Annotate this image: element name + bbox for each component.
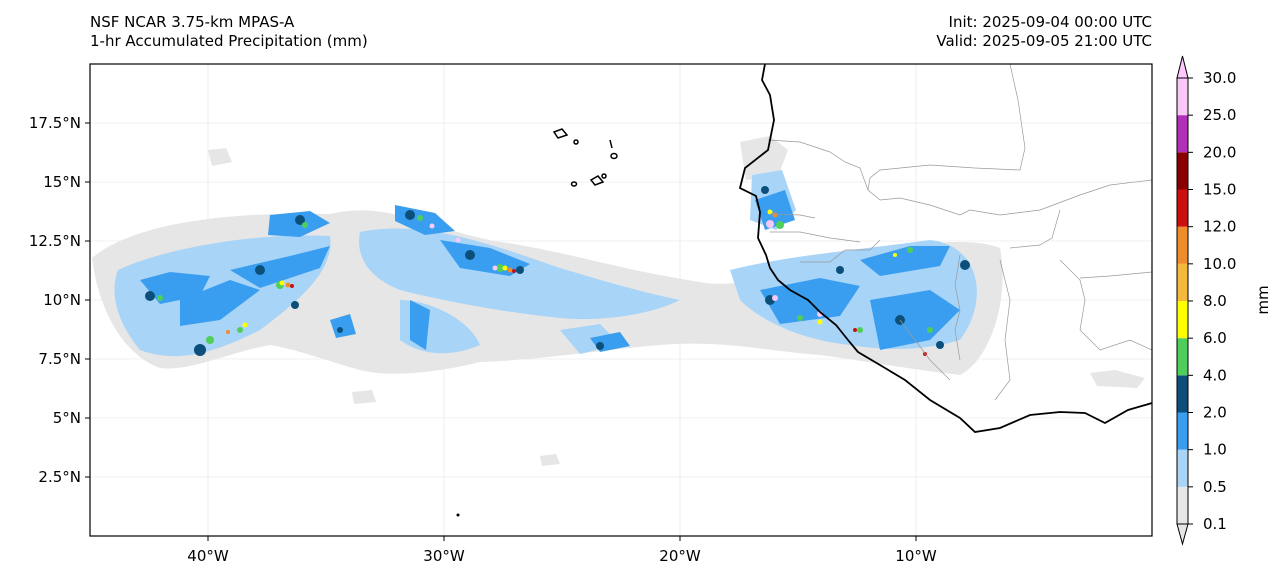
init-time: Init: 2025-09-04 00:00 UTC bbox=[948, 13, 1152, 31]
colorbar-tick-label: 8.0 bbox=[1203, 292, 1227, 310]
colorbar-swatch bbox=[1177, 189, 1188, 227]
colorbar-tick-label: 20.0 bbox=[1203, 143, 1236, 161]
country-borders bbox=[767, 64, 1152, 401]
colorbar: 0.1 0.5 1.0 2.0 4.0 6.0 8.0 10.0 12.0 15.0 20.0 25.… bbox=[1176, 55, 1272, 546]
colorbar-swatch bbox=[1177, 301, 1188, 339]
colorbar-swatch bbox=[1177, 78, 1188, 116]
colorbar-swatch bbox=[1177, 115, 1188, 153]
valid-time: Valid: 2025-09-05 21:00 UTC bbox=[936, 32, 1152, 50]
lat-tick-label: 2.5°N bbox=[38, 468, 81, 486]
map-title-right: Init: 2025-09-04 00:00 UTC Valid: 2025-0… bbox=[936, 13, 1152, 51]
colorbar-tick-label: 15.0 bbox=[1203, 181, 1236, 199]
lon-tick-label: 30°W bbox=[423, 547, 465, 565]
colorbar-tick-label: 10.0 bbox=[1203, 255, 1236, 273]
colorbar-swatch bbox=[1177, 338, 1188, 376]
latitude-axis: 2.5°N 5°N 7.5°N 10°N 12.5°N 15°N 17.5°N bbox=[29, 114, 90, 486]
colorbar-extend-high bbox=[1176, 55, 1189, 79]
colorbar-unit-label: mm bbox=[1254, 285, 1272, 314]
longitude-axis: 40°W 30°W 20°W 10°W bbox=[187, 536, 937, 565]
colorbar-swatch bbox=[1177, 152, 1188, 190]
lat-tick-label: 5°N bbox=[53, 409, 81, 427]
colorbar-tick-label: 2.0 bbox=[1203, 404, 1227, 422]
colorbar-swatch bbox=[1177, 449, 1188, 487]
lat-tick-label: 10°N bbox=[43, 291, 81, 309]
field-name: 1-hr Accumulated Precipitation (mm) bbox=[90, 32, 368, 50]
cape-verde-islands bbox=[552, 128, 618, 187]
colorbar-tick-label: 30.0 bbox=[1203, 69, 1236, 87]
precipitation-field bbox=[92, 64, 1152, 517]
colorbar-tick-label: 6.0 bbox=[1203, 329, 1227, 347]
colorbar-swatch bbox=[1177, 263, 1188, 301]
colorbar-tick-label: 0.1 bbox=[1203, 515, 1227, 533]
lat-tick-label: 15°N bbox=[43, 173, 81, 191]
coastline bbox=[738, 64, 1152, 433]
lon-tick-label: 40°W bbox=[187, 547, 229, 565]
lon-tick-label: 10°W bbox=[895, 547, 937, 565]
colorbar-swatch bbox=[1177, 412, 1188, 450]
colorbar-swatch bbox=[1177, 226, 1188, 264]
colorbar-tick-label: 1.0 bbox=[1203, 441, 1227, 459]
colorbar-extend-low bbox=[1176, 523, 1189, 546]
colorbar-tick-label: 25.0 bbox=[1203, 106, 1236, 124]
colorbar-swatch bbox=[1177, 375, 1188, 413]
colorbar-swatch bbox=[1177, 486, 1188, 524]
model-name: NSF NCAR 3.75-km MPAS-A bbox=[90, 13, 295, 31]
map-title-left: NSF NCAR 3.75-km MPAS-A 1-hr Accumulated… bbox=[90, 13, 368, 51]
lat-tick-label: 12.5°N bbox=[29, 232, 81, 250]
lat-tick-label: 17.5°N bbox=[29, 114, 81, 132]
colorbar-tick-label: 4.0 bbox=[1203, 366, 1227, 384]
colorbar-tick-label: 0.5 bbox=[1203, 478, 1227, 496]
lon-tick-label: 20°W bbox=[659, 547, 701, 565]
lat-tick-label: 7.5°N bbox=[38, 350, 81, 368]
colorbar-tick-label: 12.0 bbox=[1203, 218, 1236, 236]
